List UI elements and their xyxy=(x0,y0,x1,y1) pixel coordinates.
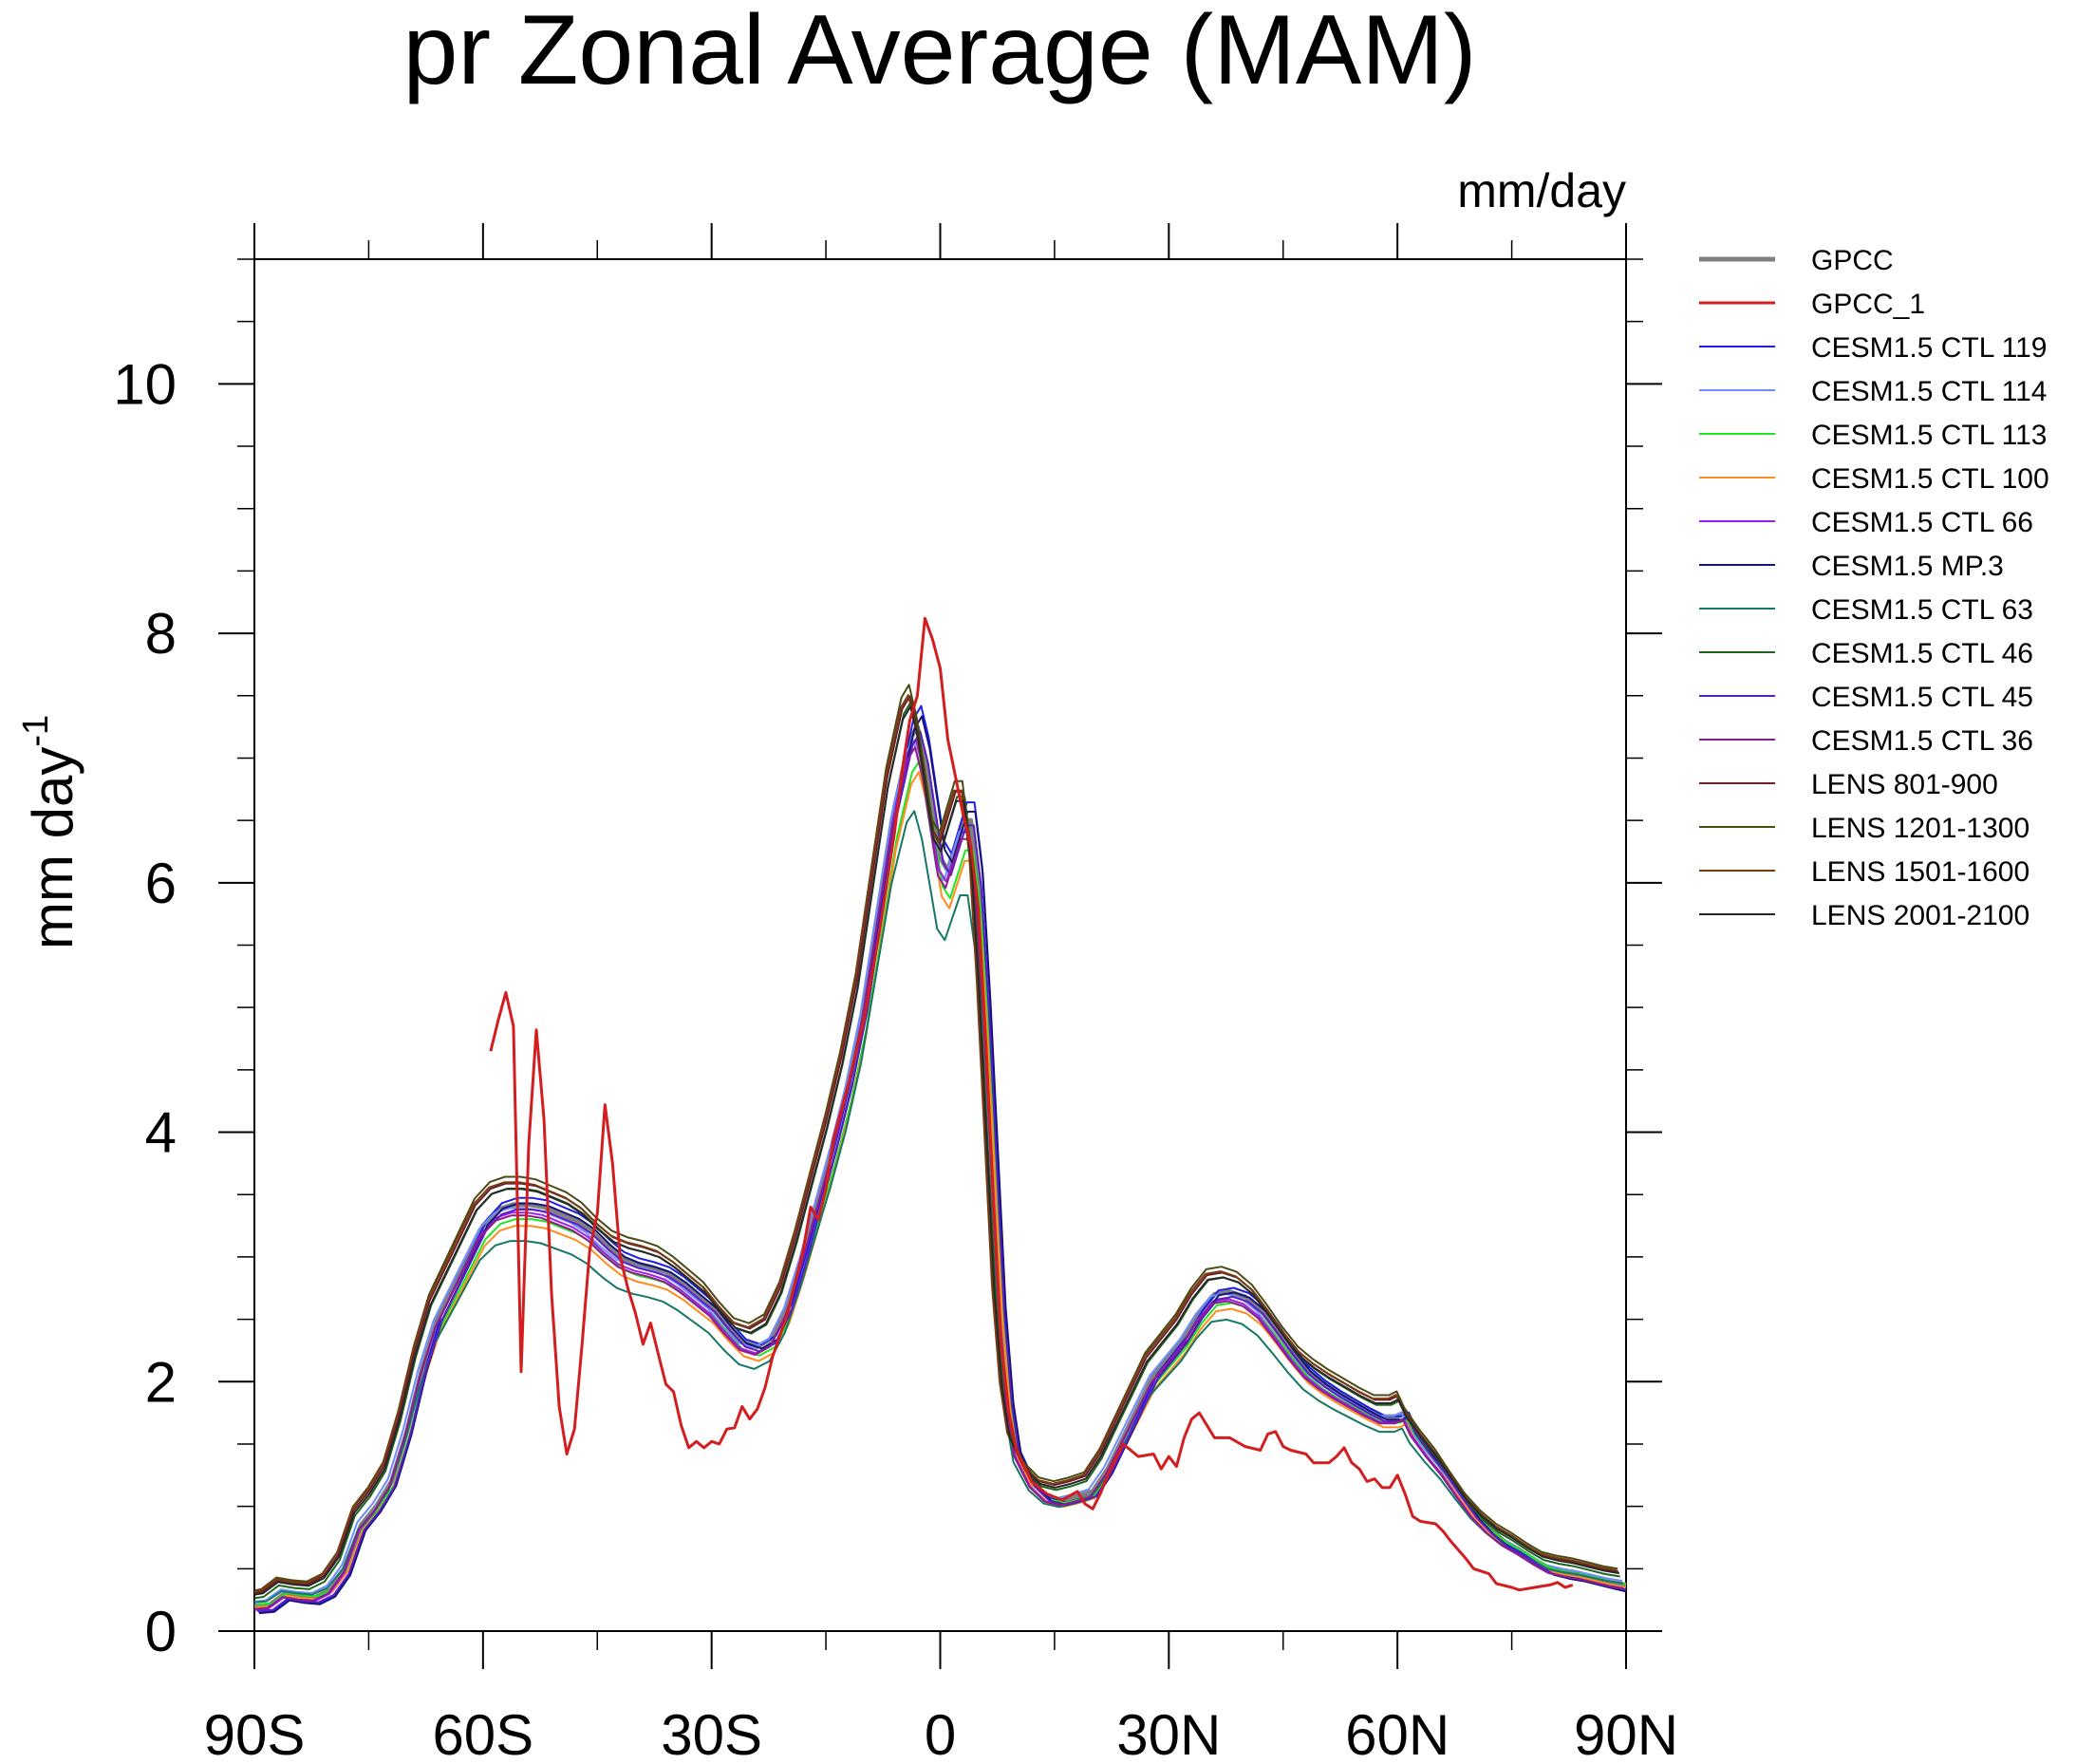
series-line-cesm1-5-mp-3 xyxy=(258,715,1627,1615)
legend-label-lens-1201-1300: LENS 1201-1300 xyxy=(1811,813,2029,844)
units-label: mm/day xyxy=(1457,164,1626,217)
y-tick-label: 4 xyxy=(145,1101,177,1165)
series-line-lens-1501-1600 xyxy=(253,694,1618,1593)
y-tick-label: 2 xyxy=(145,1350,177,1414)
y-tick-label: 8 xyxy=(145,602,177,666)
y-tick-label: 10 xyxy=(113,352,177,416)
series-line-lens-1201-1300 xyxy=(253,684,1618,1592)
y-axis-title-exponent: -1 xyxy=(16,715,56,747)
x-tick-label: 0 xyxy=(925,1703,956,1764)
x-tick-label: 30N xyxy=(1116,1703,1221,1764)
x-tick-label: 90N xyxy=(1574,1703,1678,1764)
legend: GPCC GPCC_1 CESM1.5 CTL 119 CESM1.5 CTL 114… xyxy=(1699,245,2049,931)
plot-lines xyxy=(253,616,1627,1615)
legend-label-cesm1-5-ctl-46: CESM1.5 CTL 46 xyxy=(1811,638,2033,669)
legend-label-gpcc: GPCC xyxy=(1811,245,1894,276)
legend-label-cesm1-5-ctl-100: CESM1.5 CTL 100 xyxy=(1811,463,2049,495)
plot-frame xyxy=(253,258,1627,1632)
y-tick-label: 0 xyxy=(145,1600,177,1663)
x-tick-label: 60N xyxy=(1345,1703,1449,1764)
series-line-cesm1-5-ctl-100 xyxy=(255,771,1627,1608)
series-line-cesm1-5-ctl-113 xyxy=(256,760,1627,1606)
x-tick-label: 90S xyxy=(204,1703,306,1764)
legend-label-cesm1-5-ctl-45: CESM1.5 CTL 45 xyxy=(1811,682,2033,713)
legend-label-cesm1-5-ctl-119: CESM1.5 CTL 119 xyxy=(1811,332,2047,364)
legend-label-cesm1-5-ctl-66: CESM1.5 CTL 66 xyxy=(1811,507,2033,538)
y-axis-title: mm day-1 xyxy=(16,715,84,949)
series-line-cesm1-5-ctl-119 xyxy=(257,704,1627,1613)
legend-label-cesm1-5-ctl-113: CESM1.5 CTL 113 xyxy=(1811,420,2047,451)
legend-label-cesm1-5-mp-3: CESM1.5 MP.3 xyxy=(1811,551,2004,582)
legend-label-lens-801-900: LENS 801-900 xyxy=(1811,769,1998,800)
series-line-gpcc xyxy=(253,724,1627,1609)
series-line-cesm1-5-ctl-45 xyxy=(257,730,1627,1612)
series-line-cesm1-5-ctl-66 xyxy=(253,739,1625,1611)
series-line-cesm1-5-ctl-36 xyxy=(253,746,1624,1610)
legend-label-lens-1501-1600: LENS 1501-1600 xyxy=(1811,856,2029,888)
y-tick-label: 6 xyxy=(145,852,177,915)
axes: 0 2 4 6 8 10 90S 60S 30S 0 30N 60N 90N xyxy=(113,223,1678,1764)
legend-label-gpcc-1: GPCC_1 xyxy=(1811,289,1925,320)
legend-label-cesm1-5-ctl-114: CESM1.5 CTL 114 xyxy=(1811,376,2047,407)
series-line-gpcc-1 xyxy=(489,616,1574,1592)
legend-label-lens-2001-2100: LENS 2001-2100 xyxy=(1811,900,2029,931)
legend-label-cesm1-5-ctl-63: CESM1.5 CTL 63 xyxy=(1811,594,2033,626)
chart-title: pr Zonal Average (MAM) xyxy=(403,0,1477,105)
x-tick-label: 60S xyxy=(432,1703,533,1764)
series-line-lens-801-900 xyxy=(253,695,1619,1595)
y-axis-title-main: mm day xyxy=(21,747,84,949)
series-line-cesm1-5-ctl-63 xyxy=(253,810,1623,1604)
x-tick-label: 30S xyxy=(661,1703,762,1764)
series-line-lens-2001-2100 xyxy=(253,705,1619,1596)
legend-label-cesm1-5-ctl-36: CESM1.5 CTL 36 xyxy=(1811,725,2033,757)
svg-text:mm day-1: mm day-1 xyxy=(16,715,84,949)
